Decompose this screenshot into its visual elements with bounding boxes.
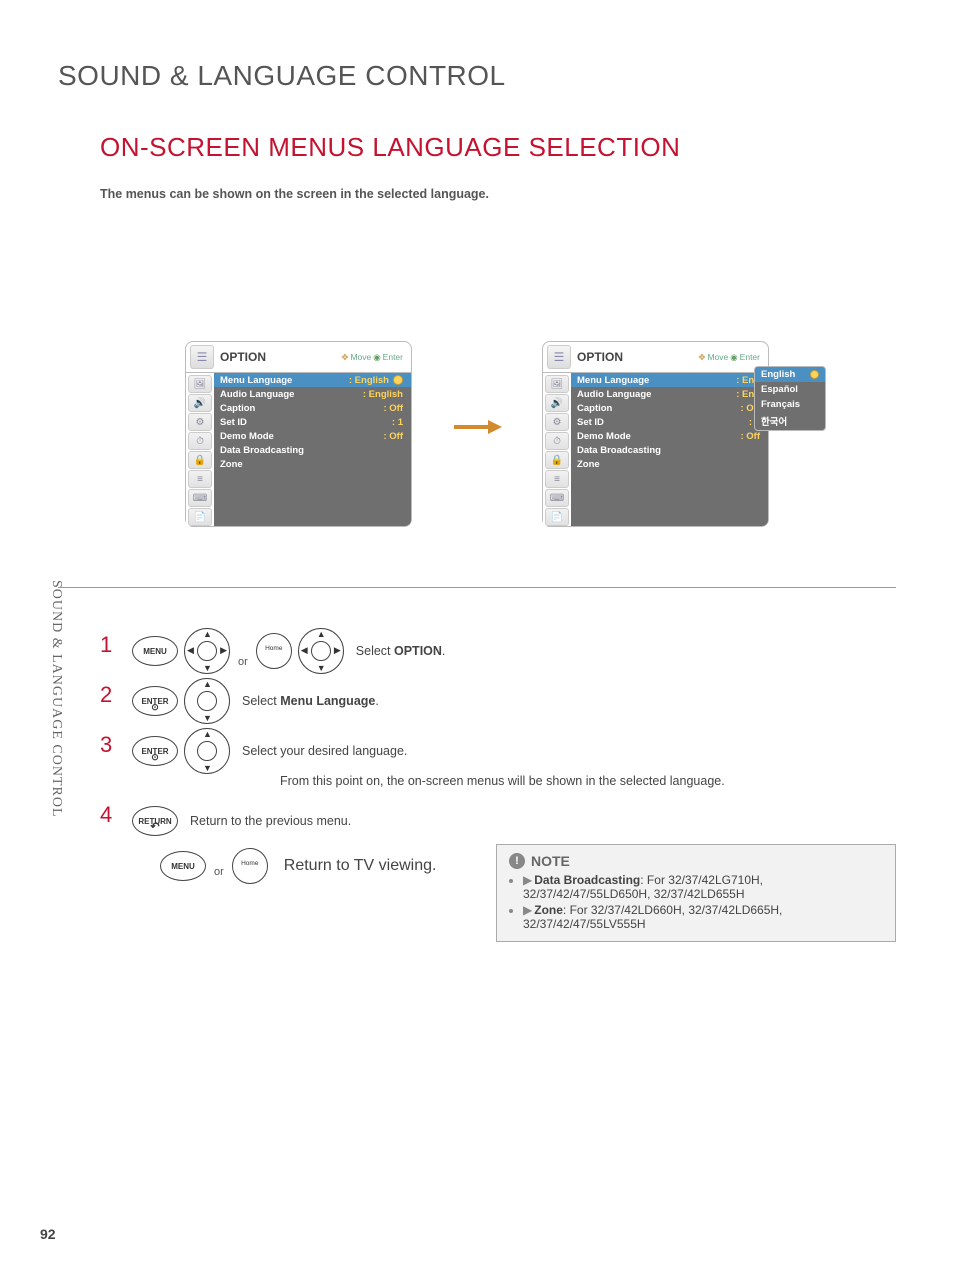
enter-button-icon: ENTER <box>132 686 178 716</box>
step-number: 3 <box>100 728 118 762</box>
menu-button-icon: MENU <box>132 636 178 666</box>
step-3: 3 ENTER ▲▼ Select your desired language. <box>100 728 896 774</box>
osd-row: Menu Language: English <box>214 373 411 387</box>
arrow-icon <box>452 417 502 442</box>
step-number: 2 <box>100 678 118 712</box>
step-number: 1 <box>100 628 118 662</box>
step-text: Select Menu Language. <box>242 694 379 708</box>
osd-hint-right: ✥Move ◉Enter <box>698 352 760 363</box>
osd-screenshots-row: ☰ OPTION ✥Move ◉Enter 🖼🔊⚙ ⏱🔒≡ ⌨📄 Menu La… <box>58 341 896 527</box>
osd-hint-left: ✥Move ◉Enter <box>341 352 403 363</box>
step-4: 4 RETURN Return to the previous menu. <box>100 798 896 844</box>
language-option: Français <box>755 397 825 412</box>
note-item: ▶Zone: For 32/37/42LD660H, 32/37/42LD665… <box>523 903 883 931</box>
osd-row: Demo Mode: Off <box>214 429 411 443</box>
osd-list-left: Menu Language: EnglishAudio Language: En… <box>214 373 411 526</box>
note-title: ! NOTE <box>509 853 883 869</box>
language-option: 한국어 <box>755 412 825 430</box>
osd-title-left: OPTION <box>220 350 341 364</box>
divider <box>58 587 896 588</box>
osd-row: Zone <box>214 457 411 471</box>
step-text: Return to TV viewing. <box>284 857 437 875</box>
step-text: Return to the previous menu. <box>190 814 351 828</box>
return-button-icon: RETURN <box>132 806 178 836</box>
step-number: 4 <box>100 798 118 832</box>
home-button-icon: Home <box>232 848 268 884</box>
osd-title-right: OPTION <box>577 350 698 364</box>
enter-button-icon: ENTER <box>132 736 178 766</box>
note-list: ▶Data Broadcasting: For 32/37/42LG710H, … <box>509 873 883 931</box>
option-header-icon: ☰ <box>190 345 214 369</box>
step-3-extra: From this point on, the on-screen menus … <box>280 774 896 788</box>
osd-row: Demo Mode: Off <box>571 429 768 443</box>
sidebar-section-label: SOUND & LANGUAGE CONTROL <box>48 580 64 818</box>
language-dropdown: EnglishEspañolFrançais한국어 <box>754 366 826 431</box>
or-label: or <box>214 866 224 878</box>
osd-row: Data Broadcasting <box>571 443 768 457</box>
step-text: Select OPTION. <box>356 644 446 658</box>
home-button-icon: Home <box>256 633 292 669</box>
osd-row: Zone <box>571 457 768 471</box>
osd-row: Set ID: 1 <box>214 415 411 429</box>
dpad-icon: ▲▼◀▶ <box>184 628 230 674</box>
language-option: English <box>755 367 825 382</box>
osd-sidebar-icons: 🖼🔊⚙ ⏱🔒≡ ⌨📄 <box>543 373 571 526</box>
osd-row: Set ID: 1 <box>571 415 768 429</box>
osd-list-right: Menu Language: EngAudio Language: EngCap… <box>571 373 768 526</box>
language-option: Español <box>755 382 825 397</box>
osd-row: Menu Language: Eng <box>571 373 768 387</box>
step-text: Select your desired language. <box>242 744 407 758</box>
osd-row: Audio Language: English <box>214 387 411 401</box>
section-title: SOUND & LANGUAGE CONTROL <box>58 60 896 92</box>
note-icon: ! <box>509 853 525 869</box>
osd-row: Data Broadcasting <box>214 443 411 457</box>
menu-button-icon: MENU <box>160 851 206 881</box>
intro-text: The menus can be shown on the screen in … <box>100 187 896 201</box>
osd-row: Audio Language: Eng <box>571 387 768 401</box>
step-1: 1 MENU ▲▼◀▶ or Home ▲▼◀▶ Select OPTION. <box>100 628 896 674</box>
dpad-updown-icon: ▲▼ <box>184 728 230 774</box>
dpad-icon: ▲▼◀▶ <box>298 628 344 674</box>
option-header-icon: ☰ <box>547 345 571 369</box>
or-label: or <box>238 656 248 668</box>
page-number: 92 <box>40 1226 56 1242</box>
step-2: 2 ENTER ▲▼ Select Menu Language. <box>100 678 896 724</box>
page-title: ON-SCREEN MENUS LANGUAGE SELECTION <box>100 132 896 163</box>
osd-sidebar-icons: 🖼🔊⚙ ⏱🔒≡ ⌨📄 <box>186 373 214 526</box>
dpad-updown-icon: ▲▼ <box>184 678 230 724</box>
note-box: ! NOTE ▶Data Broadcasting: For 32/37/42L… <box>496 844 896 942</box>
osd-row: Caption: Off <box>214 401 411 415</box>
osd-panel-left: ☰ OPTION ✥Move ◉Enter 🖼🔊⚙ ⏱🔒≡ ⌨📄 Menu La… <box>185 341 412 527</box>
osd-row: Caption: Off <box>571 401 768 415</box>
osd-panel-right: ☰ OPTION ✥Move ◉Enter 🖼🔊⚙ ⏱🔒≡ ⌨📄 Menu La… <box>542 341 769 527</box>
note-item: ▶Data Broadcasting: For 32/37/42LG710H, … <box>523 873 883 901</box>
